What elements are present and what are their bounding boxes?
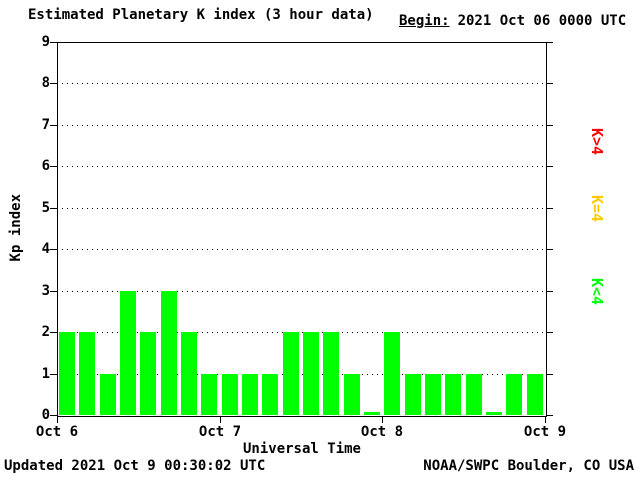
plot-area <box>57 42 547 417</box>
kp-bar <box>405 374 421 415</box>
y-tick-left <box>50 249 57 250</box>
kp-bar <box>242 374 258 415</box>
gridline <box>57 208 545 209</box>
x-tick <box>382 416 383 423</box>
kp-bar <box>262 374 278 415</box>
y-tick-left <box>50 415 57 416</box>
x-tick <box>545 416 546 423</box>
gridline <box>57 291 545 292</box>
x-tick-label: Oct 8 <box>360 424 404 440</box>
kp-bar <box>527 374 543 415</box>
y-tick-left <box>50 166 57 167</box>
gridline <box>57 125 545 126</box>
begin-label: Begin: <box>399 13 450 29</box>
legend-k-below-4: K<4 <box>588 278 606 306</box>
y-tick-right <box>546 125 553 126</box>
begin-annotation: Begin: 2021 Oct 06 0000 UTC <box>399 13 626 29</box>
gridline <box>57 166 545 167</box>
updated-timestamp: Updated 2021 Oct 9 00:30:02 UTC <box>4 458 266 474</box>
y-tick-label: 1 <box>41 366 50 382</box>
kp-bar <box>201 374 217 415</box>
x-axis-title: Universal Time <box>242 441 361 457</box>
y-tick-left <box>50 125 57 126</box>
y-tick-left <box>50 374 57 375</box>
x-tick-label: Oct 9 <box>523 424 567 440</box>
y-tick-right <box>546 166 553 167</box>
chart-title: Estimated Planetary K index (3 hour data… <box>28 7 374 23</box>
kp-bar <box>466 374 482 415</box>
y-tick-left <box>50 42 57 43</box>
kp-bar <box>140 332 156 415</box>
kp-bar <box>303 332 319 415</box>
y-tick-label: 5 <box>41 200 50 216</box>
legend-k-equal-4: K=4 <box>588 195 606 223</box>
kp-bar <box>506 374 522 415</box>
y-tick-right <box>546 42 553 43</box>
y-tick-left <box>50 332 57 333</box>
y-tick-right <box>546 249 553 250</box>
y-tick-label: 8 <box>41 75 50 91</box>
y-tick-label: 2 <box>41 324 50 340</box>
y-tick-label: 4 <box>41 241 50 257</box>
y-tick-label: 9 <box>41 34 50 50</box>
y-tick-right <box>546 208 553 209</box>
kp-bar <box>59 332 75 415</box>
kp-bar <box>344 374 360 415</box>
y-tick-right <box>546 415 553 416</box>
gridline <box>57 374 545 375</box>
gridline <box>57 249 545 250</box>
x-tick <box>57 416 58 423</box>
kp-bar <box>384 332 400 415</box>
kp-bar <box>425 374 441 415</box>
y-tick-left <box>50 291 57 292</box>
begin-value: 2021 Oct 06 0000 UTC <box>457 13 627 29</box>
y-tick-label: 3 <box>41 283 50 299</box>
y-tick-label: 6 <box>41 158 50 174</box>
x-tick-label: Oct 7 <box>198 424 242 440</box>
y-tick-label: 7 <box>41 117 50 133</box>
kp-bar <box>486 412 502 415</box>
y-tick-right <box>546 83 553 84</box>
x-tick-label: Oct 6 <box>35 424 79 440</box>
source-credit: NOAA/SWPC Boulder, CO USA <box>423 458 634 474</box>
kp-bar <box>161 291 177 415</box>
x-tick <box>220 416 221 423</box>
y-tick-right <box>546 332 553 333</box>
kp-bar <box>323 332 339 415</box>
kp-bar <box>445 374 461 415</box>
kp-bar <box>79 332 95 415</box>
y-tick-left <box>50 208 57 209</box>
kp-bar <box>181 332 197 415</box>
y-tick-left <box>50 83 57 84</box>
y-tick-label: 0 <box>41 407 50 423</box>
kp-bar <box>364 412 380 415</box>
gridline <box>57 332 545 333</box>
y-tick-right <box>546 374 553 375</box>
kp-bar <box>222 374 238 415</box>
gridline <box>57 83 545 84</box>
kp-bar <box>100 374 116 415</box>
kp-bar <box>120 291 136 415</box>
y-tick-right <box>546 291 553 292</box>
legend-k-above-4: K>4 <box>588 128 606 156</box>
kp-bar <box>283 332 299 415</box>
